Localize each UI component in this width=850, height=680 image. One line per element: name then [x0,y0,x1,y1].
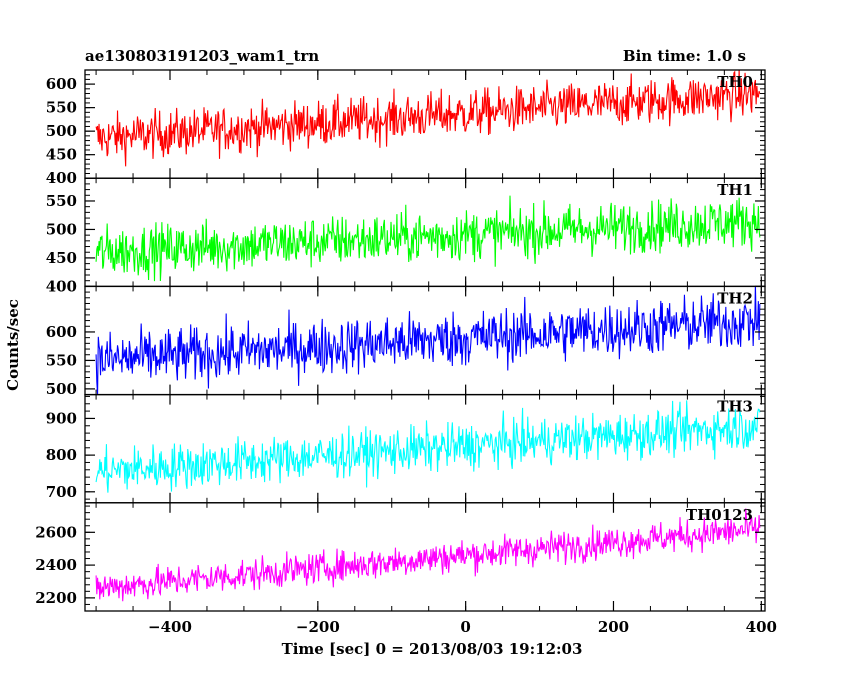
y-tick-label: 500 [46,380,77,398]
panel-frame-th0123 [84,502,766,612]
series-line-th0 [95,70,761,167]
y-tick-label: 500 [46,220,77,238]
y-tick-label: 400 [46,169,77,187]
y-tick-label: 600 [46,75,77,93]
panel-label-th0: TH0 [717,73,753,91]
chart-subtitle: Bin time: 1.0 s [623,47,746,65]
y-tick-label: 600 [46,323,77,341]
x-tick-label: −400 [148,618,192,636]
panel-label-th1: TH1 [717,181,753,199]
x-tick-label: 400 [746,618,777,636]
y-tick-label: 550 [46,192,77,210]
y-tick-label: 450 [46,249,77,267]
panels-group: 400 450 500 550 600 TH0 400 450 500 550 TH1 500 550 6… [35,69,777,636]
x-tick-label: −200 [296,618,340,636]
series-line-th3 [95,400,761,493]
y-tick-label: 800 [46,446,77,464]
y-tick-label: 450 [46,146,77,164]
chart-title: ae130803191203_wam1_trn [85,47,319,65]
y-tick-label: 500 [46,122,77,140]
x-axis-label: Time [sec] 0 = 2013/08/03 19:12:03 [282,640,583,658]
y-axis-label: Counts/sec [4,299,22,391]
x-tick-label: 200 [598,618,629,636]
y-tick-label: 2600 [35,523,77,541]
series-line-th2 [95,286,761,395]
y-tick-label: 700 [46,483,77,501]
panel-label-th3: TH3 [717,398,753,416]
panel-label-th2: TH2 [717,289,753,307]
series-line-th0123 [95,508,761,602]
x-tick-label: 0 [460,618,470,636]
panel-label-th0123: TH0123 [686,506,753,524]
series-line-th1 [95,195,761,282]
y-tick-label: 2400 [35,556,77,574]
y-tick-label: 550 [46,351,77,369]
y-tick-label: 400 [46,277,77,295]
y-tick-label: 550 [46,99,77,117]
y-tick-label: 2200 [35,589,77,607]
y-tick-label: 900 [46,409,77,427]
